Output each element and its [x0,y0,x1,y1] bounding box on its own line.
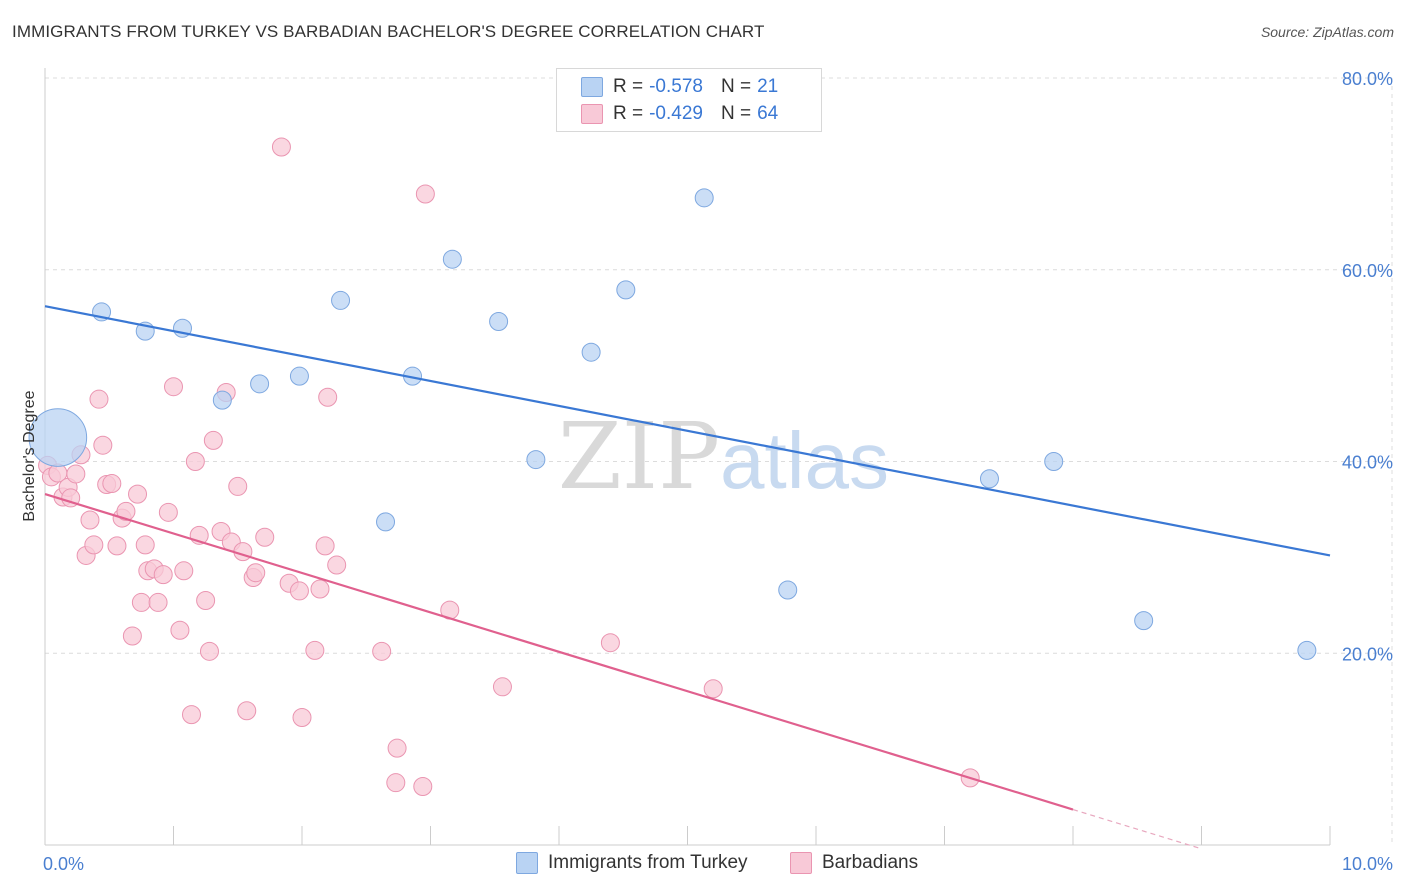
data-point [492,677,512,697]
bottom-legend-label: Barbadians [822,852,919,873]
y-tick-label: 20.0% [1342,644,1393,664]
data-point [196,591,216,611]
legend-n-value: 21 [757,76,779,97]
legend-n-label: N = [720,76,752,97]
data-point [778,580,798,600]
data-point [413,777,433,797]
data-point [84,535,104,555]
data-point [174,561,194,581]
chart-title: IMMIGRANTS FROM TURKEY VS BARBADIAN BACH… [12,22,765,41]
legend-r-label: R = [613,103,644,124]
data-point [318,387,338,407]
data-point [107,536,127,556]
data-point [212,390,232,410]
legend-r-label: R = [613,76,644,97]
data-point [89,389,109,409]
data-point [237,701,257,721]
legend-swatch-blue [581,77,603,97]
data-point [122,626,142,646]
y-tick-label: 80.0% [1342,69,1393,89]
watermark-zip: ZIP [558,403,720,510]
data-point [616,280,636,300]
data-point [255,527,275,547]
bottom-legend-barbadians[interactable]: Barbadians [790,852,918,874]
y-tick-label: 60.0% [1342,261,1393,281]
data-point [164,377,183,397]
data-point [387,738,407,758]
data-point [233,542,253,562]
data-point [372,641,392,661]
data-point [415,184,435,204]
data-point [289,366,309,386]
data-point [131,592,151,612]
data-point [386,773,406,793]
legend-row-turkey: R = -0.578 N = 21 [581,74,778,100]
bottom-legend-turkey[interactable]: Immigrants from Turkey [516,852,748,874]
data-point [694,188,714,208]
data-point [181,705,201,725]
data-point [979,469,999,489]
data-point [116,501,136,521]
trend-line [44,493,1074,811]
data-point [185,452,205,471]
data-point [289,581,309,601]
legend-row-barbadians: R = -0.429 N = 64 [581,101,778,127]
watermark: ZIP atlas [558,403,889,510]
trend-line-extension [1072,808,1202,850]
source-label: Source: ZipAtlas.com [1260,24,1394,40]
series-immigrants-from-turkey [28,188,1317,660]
data-point [1044,452,1064,471]
data-point [1297,640,1317,660]
bottom-legend-label: Immigrants from Turkey [548,852,748,873]
data-point [376,512,396,532]
stats-legend: R = -0.578 N = 21 R = -0.429 N = 64 [556,68,822,132]
data-point [228,476,248,496]
watermark-atlas: atlas [720,416,889,505]
data-point [148,592,168,612]
data-point [203,430,223,450]
data-point [66,464,86,484]
data-point [170,620,190,640]
legend-r-value: -0.578 [649,76,703,97]
data-point [158,502,178,522]
data-point [310,579,330,599]
data-point [305,640,325,660]
data-point [526,450,546,470]
data-point [1134,611,1154,631]
data-point [93,435,113,455]
data-point [102,474,122,494]
legend-n-value: 64 [757,103,779,124]
y-tick-label: 40.0% [1342,453,1393,473]
data-point [250,374,270,394]
trend-lines [44,305,1331,850]
y-axis-label: Bachelor's Degree [21,390,38,521]
legend-r-value: -0.429 [649,103,703,124]
legend-swatch-blue [516,852,538,874]
legend-swatch-pink [790,852,812,874]
data-point [271,137,291,157]
data-point [489,312,509,332]
data-point [135,535,155,555]
data-point [246,563,266,583]
data-point [153,565,173,585]
data-point [703,679,723,699]
data-point [327,555,347,575]
legend-swatch-pink [581,104,603,124]
x-tick-label: 10.0% [1342,854,1393,874]
data-point [331,290,351,310]
data-point [128,484,148,504]
data-point [80,510,100,530]
legend-n-label: N = [720,103,752,124]
tick-labels: 20.0% 40.0% 60.0% 80.0% 0.0% 10.0% [43,69,1393,874]
data-point [292,707,312,727]
data-point [442,249,462,269]
x-tick-label: 0.0% [43,854,84,874]
data-point [581,342,601,362]
data-point [28,408,88,467]
trend-line [44,305,1331,557]
data-point [600,633,620,653]
data-point [199,641,219,661]
data-point [315,536,335,556]
